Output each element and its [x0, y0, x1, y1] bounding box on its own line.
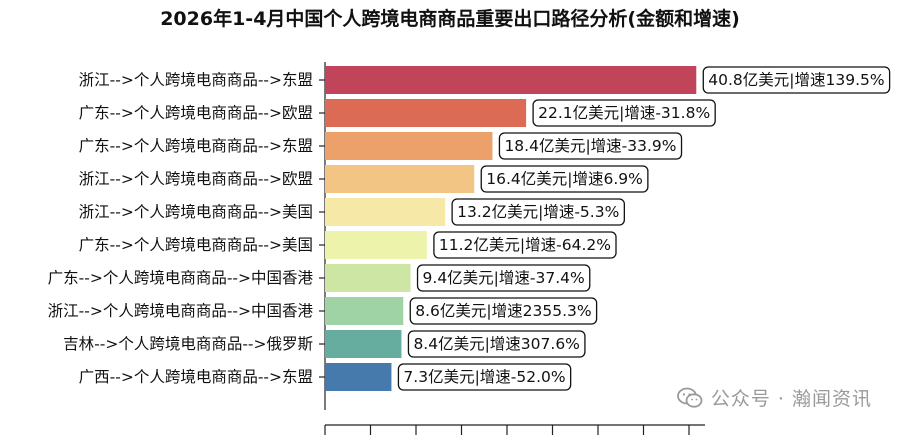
category-label: 浙江-->个人跨境电商商品-->东盟: [79, 70, 313, 89]
category-label: 广东-->个人跨境电商商品-->东盟: [79, 136, 313, 155]
data-label-box: [451, 198, 625, 226]
data-label-group: 13.2亿美元|增速-5.3%: [451, 198, 625, 226]
data-label: 40.8亿美元|增速139.5%: [708, 71, 884, 89]
data-label-group: 22.1亿美元|增速-31.8%: [532, 99, 716, 127]
data-label-box: [407, 330, 586, 358]
data-labels: 40.8亿美元|增速139.5% 22.1亿美元|增速-31.8% 18.4亿美元|…: [397, 66, 891, 391]
wechat-icon: [676, 387, 703, 408]
bar: [325, 198, 446, 226]
bar: [325, 264, 411, 292]
data-label-box: [409, 297, 598, 325]
data-label: 11.2亿美元|增速-64.2%: [439, 236, 611, 254]
bar: [325, 297, 404, 325]
category-label: 浙江-->个人跨境电商商品-->中国香港: [48, 301, 314, 320]
data-label-box: [532, 99, 716, 127]
bar: [325, 99, 527, 127]
bar: [325, 330, 402, 358]
category-label: 广东-->个人跨境电商商品-->欧盟: [79, 103, 313, 122]
data-label: 8.4亿美元|增速307.6%: [413, 335, 579, 353]
data-label-box: [498, 132, 683, 160]
data-label: 13.2亿美元|增速-5.3%: [457, 203, 619, 221]
category-labels: 浙江-->个人跨境电商商品-->东盟广东-->个人跨境电商商品-->欧盟广东--…: [48, 70, 314, 386]
chart-title: 2026年1-4月中国个人跨境电商商品重要出口路径分析(金额和增速): [160, 7, 740, 30]
data-label: 8.6亿美元|增速2355.3%: [415, 302, 591, 320]
data-label-box: [433, 231, 617, 259]
data-label: 22.1亿美元|增速-31.8%: [538, 104, 710, 122]
data-label: 9.4亿美元|增速-37.4%: [423, 269, 585, 287]
data-label-group: 40.8亿美元|增速139.5%: [702, 66, 891, 94]
data-label-group: 18.4亿美元|增速-33.9%: [498, 132, 683, 160]
data-label-box: [416, 264, 591, 292]
data-label-group: 11.2亿美元|增速-64.2%: [433, 231, 617, 259]
category-label: 广东-->个人跨境电商商品-->美国: [79, 235, 313, 254]
data-label-group: 7.3亿美元|增速-52.0%: [397, 363, 572, 391]
bar: [325, 66, 697, 94]
category-label: 吉林-->个人跨境电商商品-->俄罗斯: [63, 334, 313, 353]
watermark: 公众号 · 瀚闻资讯: [676, 384, 872, 411]
data-label: 18.4亿美元|增速-33.9%: [504, 137, 676, 155]
category-label: 浙江-->个人跨境电商商品-->美国: [79, 202, 313, 221]
bar: [325, 132, 493, 160]
data-label: 16.4亿美元|增速6.9%: [486, 170, 643, 188]
watermark-text: 公众号 · 瀚闻资讯: [710, 388, 872, 410]
bars: [325, 66, 697, 391]
bar: [325, 231, 427, 259]
data-label-group: 8.4亿美元|增速307.6%: [407, 330, 586, 358]
bar: [325, 165, 475, 193]
data-label-box: [702, 66, 891, 94]
data-label: 7.3亿美元|增速-52.0%: [403, 368, 565, 386]
data-label-group: 16.4亿美元|增速6.9%: [480, 165, 649, 193]
data-label-group: 8.6亿美元|增速2355.3%: [409, 297, 598, 325]
data-label-box: [480, 165, 649, 193]
category-label: 浙江-->个人跨境电商商品-->欧盟: [79, 169, 313, 188]
data-label-box: [397, 363, 572, 391]
bar: [325, 363, 392, 391]
data-label-group: 9.4亿美元|增速-37.4%: [416, 264, 591, 292]
category-label: 广西-->个人跨境电商商品-->东盟: [79, 367, 313, 386]
category-label: 广东-->个人跨境电商商品-->中国香港: [48, 268, 314, 287]
